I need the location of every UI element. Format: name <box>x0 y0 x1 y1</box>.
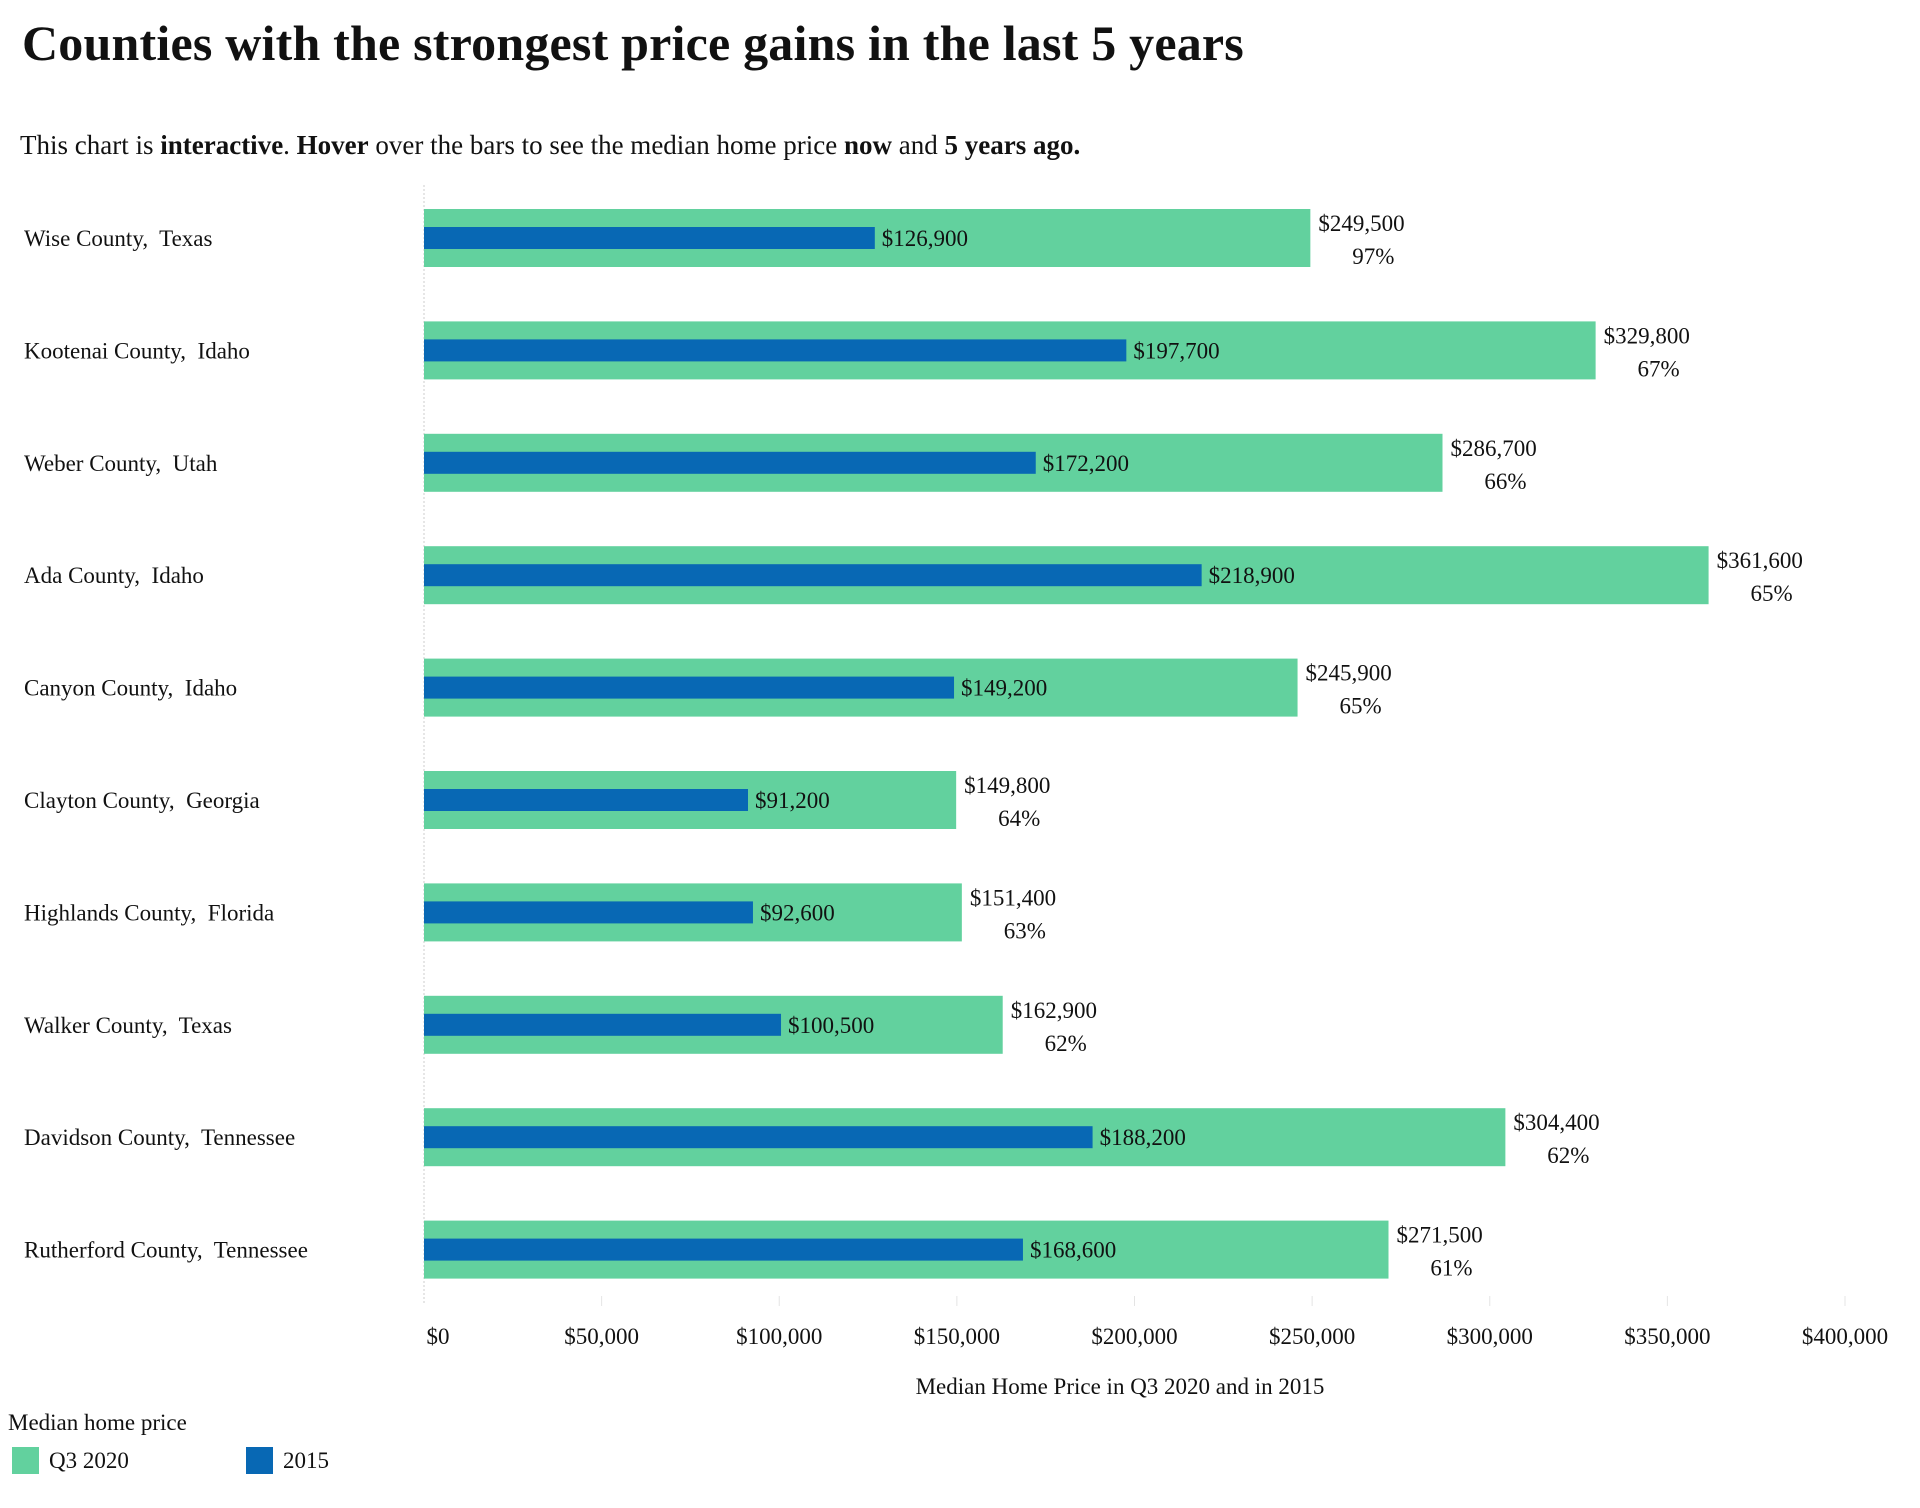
category-label: Weber County, Utah <box>24 451 218 476</box>
bar-2015[interactable] <box>424 339 1127 362</box>
legend-label: 2015 <box>283 1447 329 1473</box>
category-label: Rutherford County, Tennessee <box>24 1238 308 1263</box>
bar-2015[interactable] <box>424 1126 1093 1149</box>
subtitle-part: Hover <box>296 130 369 160</box>
bar-2015[interactable] <box>424 227 875 249</box>
value-label-2015: $197,700 <box>1133 338 1219 363</box>
bar-chart: Wise County, Texas Kootenai County, Idaho… <box>24 185 1889 1399</box>
bar-2015[interactable] <box>424 451 1036 474</box>
x-axis-ticks: $0 $50,000 $100,000 $150,000 $200,000 $250,00… <box>427 1324 1889 1349</box>
bar-2015[interactable] <box>424 1238 1023 1261</box>
chart-subtitle: This chart is interactive. Hover over th… <box>20 130 1080 161</box>
subtitle-part: . <box>283 130 297 160</box>
value-label-2015: $100,500 <box>788 1013 874 1038</box>
x-tick-label: $300,000 <box>1447 1324 1533 1349</box>
pct-change-label: 97% <box>1352 244 1394 269</box>
value-label-q3-2020: $149,800 <box>964 773 1050 798</box>
x-axis-title: Median Home Price in Q3 2020 and in 2015 <box>916 1374 1325 1399</box>
value-label-2015: $149,200 <box>961 676 1047 701</box>
x-tick-label: $0 <box>427 1324 450 1349</box>
pct-change-label: 63% <box>1004 918 1046 943</box>
value-label-q3-2020: $286,700 <box>1451 436 1537 461</box>
x-tick-label: $250,000 <box>1269 1324 1355 1349</box>
value-label-q3-2020: $162,900 <box>1011 998 1097 1023</box>
pct-change-label: 62% <box>1547 1143 1589 1168</box>
pct-change-label: 61% <box>1430 1256 1472 1281</box>
legend-item-q3-2020[interactable]: Q3 2020 <box>12 1447 129 1474</box>
value-label-2015: $172,200 <box>1043 451 1129 476</box>
bar-2015[interactable] <box>424 789 748 811</box>
pct-change-label: 65% <box>1339 694 1381 719</box>
bar-2015[interactable] <box>424 676 955 699</box>
category-label: Clayton County, Georgia <box>24 788 260 813</box>
x-tick-label: $200,000 <box>1091 1324 1177 1349</box>
x-tick-label: $50,000 <box>564 1324 639 1349</box>
value-label-q3-2020: $329,800 <box>1604 323 1690 348</box>
value-label-2015: $126,900 <box>882 226 968 251</box>
x-tick-label: $100,000 <box>736 1324 822 1349</box>
value-label-q3-2020: $151,400 <box>970 885 1056 910</box>
pct-change-label: 64% <box>998 806 1040 831</box>
subtitle-part: and <box>892 130 945 160</box>
value-label-2015: $168,600 <box>1030 1238 1116 1263</box>
value-label-q3-2020: $271,500 <box>1397 1223 1483 1248</box>
x-tick-label: $400,000 <box>1802 1324 1888 1349</box>
value-label-2015: $188,200 <box>1100 1125 1186 1150</box>
category-label: Kootenai County, Idaho <box>24 338 250 363</box>
subtitle-part: now <box>843 130 892 160</box>
pct-change-label: 65% <box>1750 581 1792 606</box>
subtitle-part: over the bars to see the median home pri… <box>368 130 844 160</box>
category-label: Davidson County, Tennessee <box>24 1125 295 1150</box>
subtitle-part: interactive <box>160 130 284 160</box>
bar-2015[interactable] <box>424 901 753 924</box>
value-label-2015: $91,200 <box>755 788 830 813</box>
value-label-q3-2020: $304,400 <box>1513 1110 1599 1135</box>
pct-change-label: 62% <box>1045 1031 1087 1056</box>
value-label-q3-2020: $245,900 <box>1306 661 1392 686</box>
bars: $126,900 $249,500 97% $197,700 $329,800 67% $1… <box>424 209 1803 1281</box>
category-label: Ada County, Idaho <box>24 563 204 588</box>
value-label-2015: $92,600 <box>760 900 835 925</box>
subtitle-part: 5 years ago. <box>944 130 1081 160</box>
pct-change-label: 66% <box>1484 469 1526 494</box>
value-label-q3-2020: $361,600 <box>1717 548 1803 573</box>
legend-label: Q3 2020 <box>49 1447 129 1473</box>
bar-2015[interactable] <box>424 564 1202 587</box>
value-label-2015: $218,900 <box>1209 563 1295 588</box>
x-tick-label: $150,000 <box>914 1324 1000 1349</box>
legend-swatch-2015 <box>246 1447 273 1474</box>
legend-swatch-q3-2020 <box>12 1447 39 1474</box>
category-label: Walker County, Texas <box>24 1013 232 1038</box>
category-label: Wise County, Texas <box>24 226 213 251</box>
chart-title: Counties with the strongest price gains … <box>22 15 1244 71</box>
value-label-q3-2020: $249,500 <box>1318 211 1404 236</box>
x-tick-label: $350,000 <box>1624 1324 1710 1349</box>
legend-title: Median home price <box>8 1410 187 1435</box>
bar-2015[interactable] <box>424 1013 782 1036</box>
category-label: Highlands County, Florida <box>24 900 274 925</box>
y-axis-labels: Wise County, Texas Kootenai County, Idaho… <box>24 226 308 1263</box>
category-label: Canyon County, Idaho <box>24 676 237 701</box>
legend-item-2015[interactable]: 2015 <box>246 1447 329 1474</box>
pct-change-label: 67% <box>1638 356 1680 381</box>
subtitle-part: This chart is <box>20 130 161 160</box>
